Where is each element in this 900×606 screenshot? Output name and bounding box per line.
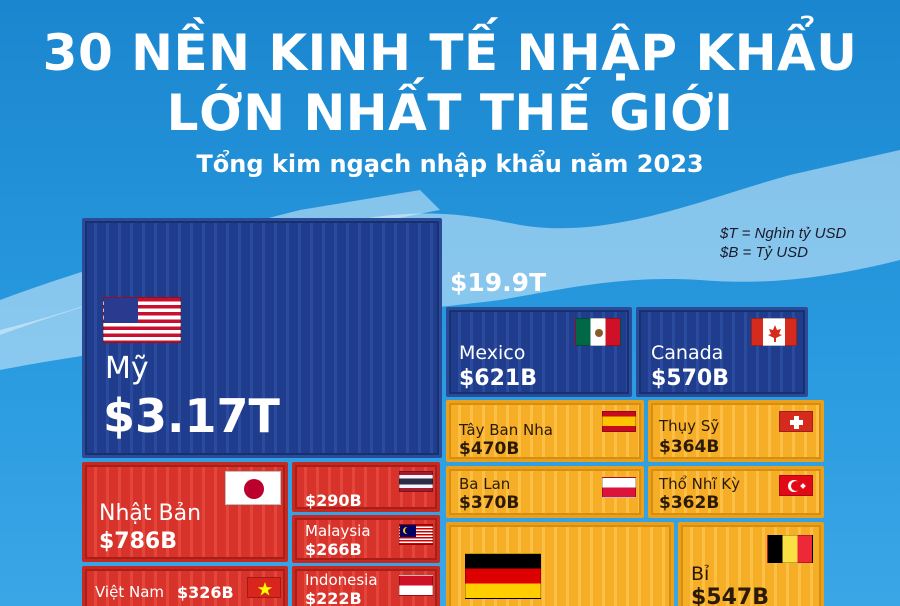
unit-legend: $T = Nghìn tỷ USD $B = Tỷ USD [720, 224, 846, 262]
vietnam-name: Việt Nam [95, 583, 165, 601]
page-title-line1: 30 NỀN KINH TẾ NHẬP KHẨU [42, 24, 858, 82]
canada-flag-icon [751, 318, 797, 346]
indonesia-value: $222B [305, 589, 362, 606]
spain-flag-icon [602, 411, 636, 432]
us-name: Mỹ [105, 351, 149, 386]
poland-flag-icon [602, 477, 636, 498]
japan-value: $786B [99, 529, 177, 554]
belgium-value: $547B [691, 585, 769, 606]
japan-flag-icon [225, 471, 281, 505]
mexico-value: $621B [459, 366, 537, 391]
tile-spain: Tây Ban Nha $470B [446, 400, 644, 462]
tile-malaysia: Malaysia $266B [292, 515, 440, 563]
vietnam-value: $326B [177, 583, 234, 602]
belgium-flag-icon [767, 535, 813, 563]
switzerland-flag-icon [779, 411, 813, 432]
poland-name: Ba Lan [459, 475, 511, 493]
malaysia-name: Malaysia [305, 522, 371, 540]
thailand-value: $290B [305, 491, 362, 510]
tile-thailand: $290B [292, 462, 440, 512]
us-flag-icon [103, 297, 181, 343]
spain-value: $470B [459, 439, 520, 459]
switzerland-value: $364B [659, 437, 720, 457]
us-value: $3.17T [103, 389, 280, 443]
tile-vietnam: Việt Nam $326B [82, 566, 288, 606]
belgium-name: Bỉ [691, 563, 710, 585]
indonesia-name: Indonesia [305, 571, 378, 589]
indonesia-flag-icon [399, 575, 433, 596]
tile-poland: Ba Lan $370B [446, 466, 644, 518]
turkey-name: Thổ Nhĩ Kỳ [659, 475, 740, 493]
tile-germany [446, 522, 674, 606]
tile-belgium: Bỉ $547B [678, 522, 824, 606]
tile-switzerland: Thụy Sỹ $364B [648, 400, 824, 462]
total-imports: $19.9T [450, 268, 547, 297]
page-subtitle: Tổng kim ngạch nhập khẩu năm 2023 [196, 150, 704, 178]
tile-japan: Nhật Bản $786B [82, 462, 288, 562]
mexico-flag-icon [575, 318, 621, 346]
tile-canada: Canada $570B [636, 307, 808, 397]
tile-turkey: Thổ Nhĩ Kỳ $362B [648, 466, 824, 518]
turkey-value: $362B [659, 493, 720, 513]
canada-value: $570B [651, 366, 729, 391]
poland-value: $370B [459, 493, 520, 513]
page-title-line2: LỚN NHẤT THẾ GIỚI [166, 84, 734, 142]
thailand-flag-icon [399, 471, 433, 492]
malaysia-value: $266B [305, 540, 362, 559]
malaysia-flag-icon [399, 524, 433, 545]
vietnam-flag-icon [247, 577, 281, 598]
spain-name: Tây Ban Nha [459, 421, 553, 439]
canada-name: Canada [651, 342, 724, 364]
unit-trillion: $T = Nghìn tỷ USD [720, 225, 847, 242]
unit-billion: $B = Tỷ USD [720, 244, 808, 261]
switzerland-name: Thụy Sỹ [659, 417, 720, 435]
tile-us: Mỹ $3.17T [82, 218, 442, 458]
tile-mexico: Mexico $621B [446, 307, 632, 397]
turkey-flag-icon [779, 475, 813, 496]
japan-name: Nhật Bản [99, 501, 202, 526]
germany-flag-icon [465, 553, 541, 599]
mexico-name: Mexico [459, 342, 526, 364]
tile-indonesia: Indonesia $222B [292, 566, 440, 606]
